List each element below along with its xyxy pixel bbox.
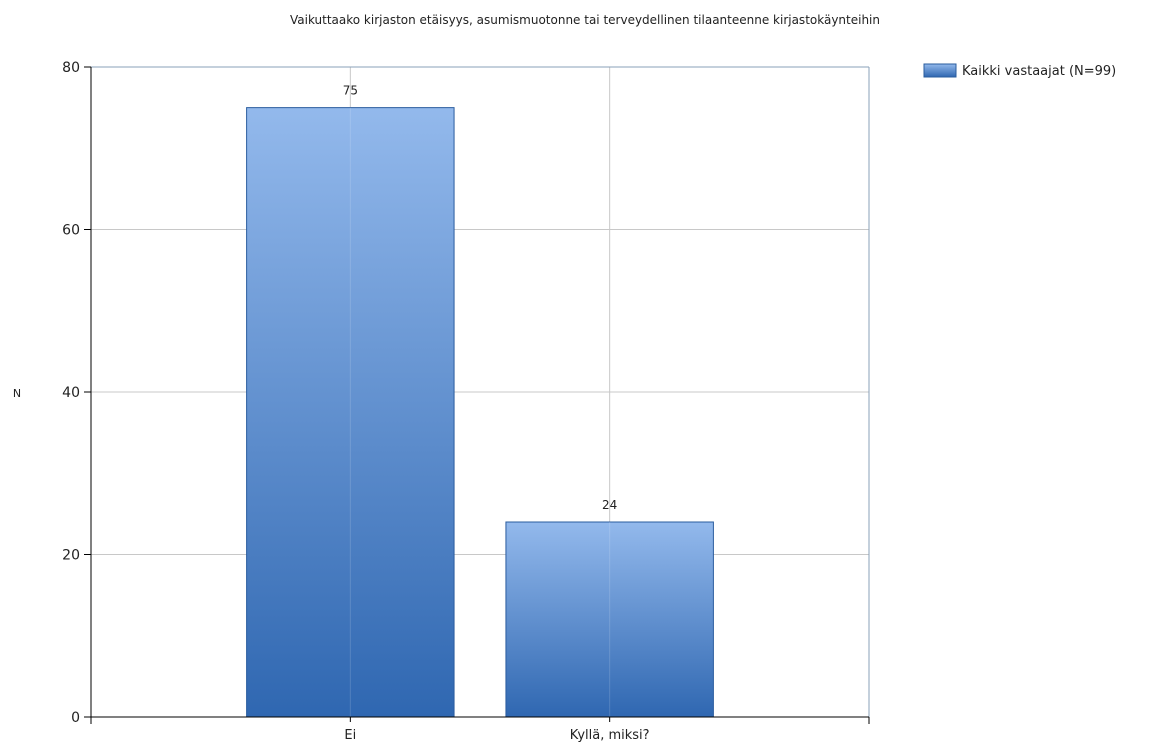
chart-title: Vaikuttaako kirjaston etäisyys, asumismu…: [290, 13, 880, 27]
data-label: 24: [602, 498, 617, 512]
y-axis-label: N: [13, 387, 21, 400]
plot-area: 75 24 0 20 40 60 80 Ei Kyllä, miksi?: [62, 60, 870, 743]
legend-label: Kaikki vastaajat (N=99): [962, 64, 1116, 79]
x-tick-label: Ei: [344, 728, 356, 743]
bar-0: [246, 107, 455, 718]
y-tick-label: 80: [62, 60, 80, 76]
bar-1: [505, 521, 714, 718]
y-tick-label: 40: [62, 385, 80, 401]
y-tick-label: 20: [62, 548, 80, 564]
x-tick-label: Kyllä, miksi?: [570, 728, 650, 743]
data-label: 75: [343, 84, 358, 98]
legend-swatch: [923, 63, 957, 78]
legend: Kaikki vastaajat (N=99): [923, 63, 1116, 79]
y-tick-label: 60: [62, 223, 80, 239]
y-tick-label: 0: [71, 710, 80, 726]
